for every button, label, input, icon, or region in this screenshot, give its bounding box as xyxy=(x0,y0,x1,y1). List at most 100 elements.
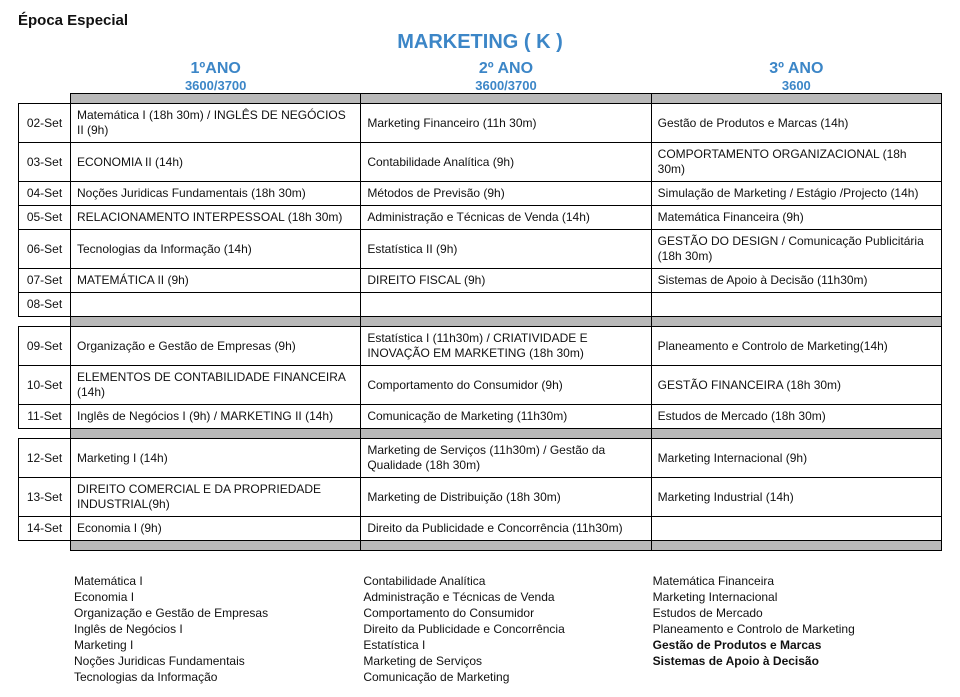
summary-item: Inglês de Negócios I xyxy=(74,621,347,637)
table-row: 09-SetOrganização e Gestão de Empresas (… xyxy=(19,327,942,366)
summary-item: Contabilidade Analítica xyxy=(363,573,636,589)
schedule-table: 1ºANO 2º ANO 3º ANO 3600/3700 3600/3700 … xyxy=(18,60,942,551)
cell-year3: COMPORTAMENTO ORGANIZACIONAL (18h 30m) xyxy=(651,143,941,182)
cell-year2 xyxy=(361,293,651,317)
cell-year1: DIREITO COMERCIAL E DA PROPRIEDADE INDUS… xyxy=(71,478,361,517)
date-cell: 08-Set xyxy=(19,293,71,317)
separator-row xyxy=(19,541,942,551)
cell-year1: Organização e Gestão de Empresas (9h) xyxy=(71,327,361,366)
year-3-sub: 3600 xyxy=(651,78,941,94)
table-row: 06-SetTecnologias da Informação (14h)Est… xyxy=(19,230,942,269)
year-1-sub: 3600/3700 xyxy=(71,78,361,94)
cell-year2: Administração e Técnicas de Venda (14h) xyxy=(361,206,651,230)
year-2-label: 2º ANO xyxy=(361,60,651,78)
cell-year3: GESTÃO FINANCEIRA (18h 30m) xyxy=(651,366,941,405)
cell-year1: ECONOMIA II (14h) xyxy=(71,143,361,182)
summary-item: Planeamento e Controlo de Marketing xyxy=(653,621,926,637)
summary-item: Economia I xyxy=(74,589,347,605)
date-cell: 11-Set xyxy=(19,405,71,429)
table-row: 03-SetECONOMIA II (14h)Contabilidade Ana… xyxy=(19,143,942,182)
cell-year3: Simulação de Marketing / Estágio /Projec… xyxy=(651,182,941,206)
cell-year3: Marketing Industrial (14h) xyxy=(651,478,941,517)
date-cell: 10-Set xyxy=(19,366,71,405)
table-row: 11-SetInglês de Negócios I (9h) / MARKET… xyxy=(19,405,942,429)
cell-year1: MATEMÁTICA II (9h) xyxy=(71,269,361,293)
cell-year2: Comunicação de Marketing (11h30m) xyxy=(361,405,651,429)
summary-item: Comunicação de Marketing xyxy=(363,669,636,685)
cell-year2: Marketing Financeiro (11h 30m) xyxy=(361,104,651,143)
cell-year3: Gestão de Produtos e Marcas (14h) xyxy=(651,104,941,143)
separator-row xyxy=(19,317,942,327)
date-cell: 03-Set xyxy=(19,143,71,182)
table-row: 13-SetDIREITO COMERCIAL E DA PROPRIEDADE… xyxy=(19,478,942,517)
date-cell: 12-Set xyxy=(19,439,71,478)
cell-year2: Métodos de Previsão (9h) xyxy=(361,182,651,206)
summary-block: Matemática IEconomia IOrganização e Gest… xyxy=(18,573,942,685)
table-row: 04-SetNoções Juridicas Fundamentais (18h… xyxy=(19,182,942,206)
summary-item: Noções Juridicas Fundamentais xyxy=(74,653,347,669)
cell-year3 xyxy=(651,293,941,317)
date-cell: 04-Set xyxy=(19,182,71,206)
date-cell: 07-Set xyxy=(19,269,71,293)
cell-year3: Estudos de Mercado (18h 30m) xyxy=(651,405,941,429)
separator-row xyxy=(19,94,942,104)
summary-item: Direito da Publicidade e Concorrência xyxy=(363,621,636,637)
table-row: 07-SetMATEMÁTICA II (9h)DIREITO FISCAL (… xyxy=(19,269,942,293)
cell-year2: Comportamento do Consumidor (9h) xyxy=(361,366,651,405)
year-1-label: 1ºANO xyxy=(71,60,361,78)
table-row: 05-SetRELACIONAMENTO INTERPESSOAL (18h 3… xyxy=(19,206,942,230)
date-cell: 13-Set xyxy=(19,478,71,517)
cell-year2: Estatística II (9h) xyxy=(361,230,651,269)
summary-item: Sistemas de Apoio à Decisão xyxy=(653,653,926,669)
date-cell: 02-Set xyxy=(19,104,71,143)
cell-year3: Planeamento e Controlo de Marketing(14h) xyxy=(651,327,941,366)
cell-year3: Marketing Internacional (9h) xyxy=(651,439,941,478)
year-header-row: 1ºANO 2º ANO 3º ANO xyxy=(19,60,942,78)
table-row: 10-SetELEMENTOS DE CONTABILIDADE FINANCE… xyxy=(19,366,942,405)
course-title: MARKETING ( K ) xyxy=(18,31,942,54)
table-row: 12-SetMarketing I (14h)Marketing de Serv… xyxy=(19,439,942,478)
cell-year2: DIREITO FISCAL (9h) xyxy=(361,269,651,293)
cell-year1: Noções Juridicas Fundamentais (18h 30m) xyxy=(71,182,361,206)
table-row: 02-SetMatemática I (18h 30m) / INGLÊS DE… xyxy=(19,104,942,143)
cell-year1: RELACIONAMENTO INTERPESSOAL (18h 30m) xyxy=(71,206,361,230)
summary-item: Estudos de Mercado xyxy=(653,605,926,621)
year-sub-row: 3600/3700 3600/3700 3600 xyxy=(19,78,942,94)
cell-year2: Marketing de Distribuição (18h 30m) xyxy=(361,478,651,517)
table-row: 08-Set xyxy=(19,293,942,317)
summary-item: Comportamento do Consumidor xyxy=(363,605,636,621)
summary-col-2: Contabilidade AnalíticaAdministração e T… xyxy=(363,573,652,685)
summary-item: Marketing de Serviços xyxy=(363,653,636,669)
summary-item: Matemática Financeira xyxy=(653,573,926,589)
section-title: Época Especial xyxy=(18,12,942,29)
cell-year1: Tecnologias da Informação (14h) xyxy=(71,230,361,269)
summary-item: Matemática I xyxy=(74,573,347,589)
summary-item: Organização e Gestão de Empresas xyxy=(74,605,347,621)
year-3-label: 3º ANO xyxy=(651,60,941,78)
cell-year1 xyxy=(71,293,361,317)
summary-item: Tecnologias da Informação xyxy=(74,669,347,685)
date-cell: 06-Set xyxy=(19,230,71,269)
date-cell: 14-Set xyxy=(19,517,71,541)
summary-item: Marketing I xyxy=(74,637,347,653)
cell-year1: Economia I (9h) xyxy=(71,517,361,541)
summary-col-3: Matemática FinanceiraMarketing Internaci… xyxy=(653,573,942,685)
table-row: 14-SetEconomia I (9h)Direito da Publicid… xyxy=(19,517,942,541)
cell-year3: Sistemas de Apoio à Decisão (11h30m) xyxy=(651,269,941,293)
summary-item: Gestão de Produtos e Marcas xyxy=(653,637,926,653)
cell-year1: Matemática I (18h 30m) / INGLÊS DE NEGÓC… xyxy=(71,104,361,143)
summary-item: Marketing Internacional xyxy=(653,589,926,605)
year-2-sub: 3600/3700 xyxy=(361,78,651,94)
cell-year3 xyxy=(651,517,941,541)
date-cell: 09-Set xyxy=(19,327,71,366)
cell-year2: Estatística I (11h30m) / CRIATIVIDADE E … xyxy=(361,327,651,366)
cell-year1: Inglês de Negócios I (9h) / MARKETING II… xyxy=(71,405,361,429)
date-cell: 05-Set xyxy=(19,206,71,230)
cell-year3: Matemática Financeira (9h) xyxy=(651,206,941,230)
separator-row xyxy=(19,429,942,439)
summary-item: Estatística I xyxy=(363,637,636,653)
summary-item: Administração e Técnicas de Venda xyxy=(363,589,636,605)
summary-col-1: Matemática IEconomia IOrganização e Gest… xyxy=(74,573,363,685)
cell-year1: ELEMENTOS DE CONTABILIDADE FINANCEIRA (1… xyxy=(71,366,361,405)
cell-year2: Marketing de Serviços (11h30m) / Gestão … xyxy=(361,439,651,478)
